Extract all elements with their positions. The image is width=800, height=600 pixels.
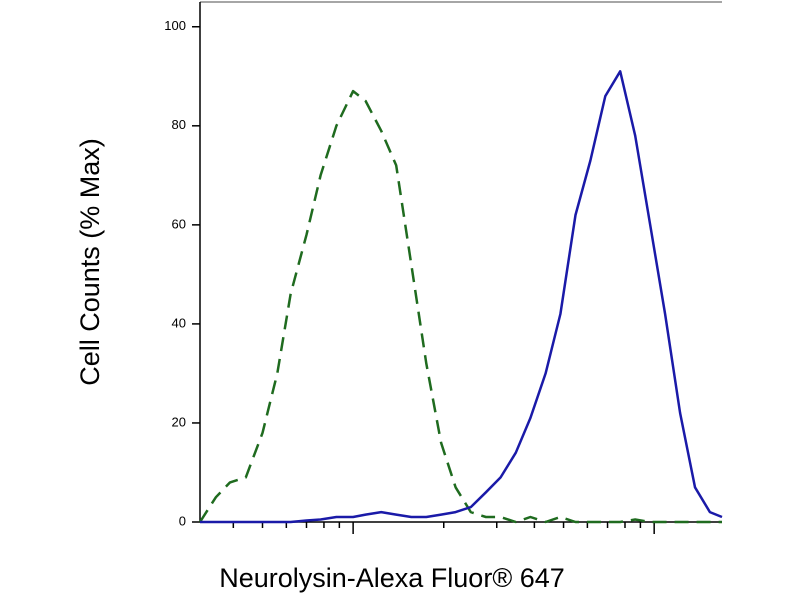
y-tick-label: 20 <box>172 414 186 429</box>
y-tick-label: 0 <box>179 513 186 528</box>
y-tick-label: 40 <box>172 315 186 330</box>
y-tick-label: 100 <box>164 18 186 33</box>
y-axis-label: Cell Counts (% Max) <box>75 138 105 386</box>
histogram-line <box>200 70 723 524</box>
y-tick-label: 80 <box>172 117 186 132</box>
x-axis-label: Neurolysin-Alexa Fluor® 647 <box>219 563 565 593</box>
y-tick-label: 60 <box>172 216 186 231</box>
histogram-line <box>198 89 722 524</box>
